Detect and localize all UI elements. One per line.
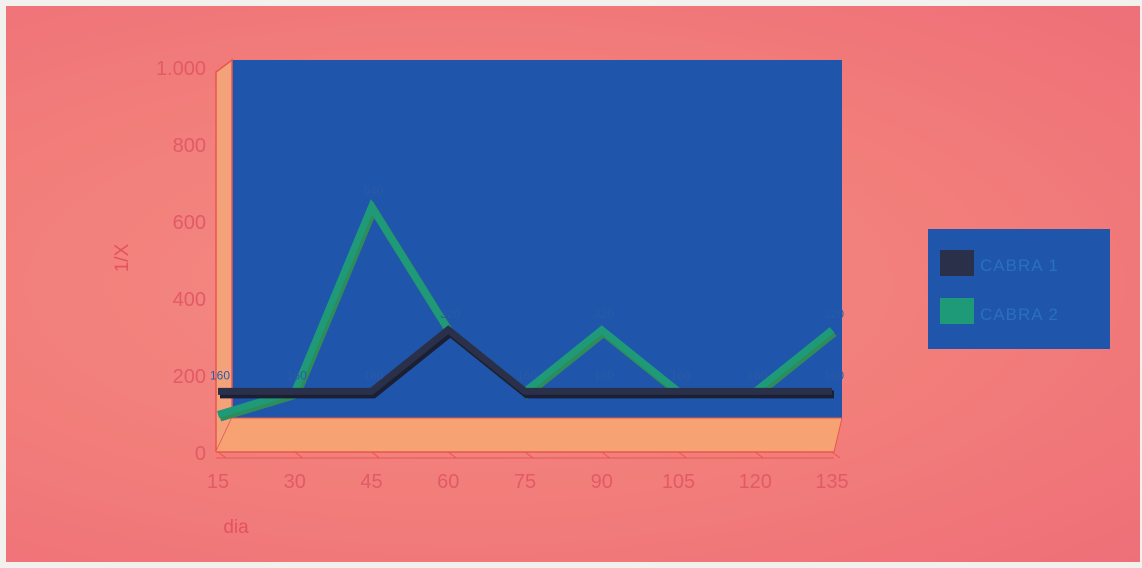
x-axis-label: dia: [223, 517, 249, 538]
x-tick-label: 45: [360, 471, 382, 493]
data-label: 160: [594, 368, 614, 382]
data-label: 640: [363, 184, 383, 198]
data-label: 160: [210, 368, 230, 382]
data-label: 160: [517, 368, 537, 382]
legend-box: [928, 229, 1110, 349]
data-label: 160: [287, 368, 307, 382]
data-label: 160: [824, 368, 844, 382]
x-tick-label: 75: [514, 471, 536, 493]
floor-tick-mark: [678, 451, 687, 459]
plot-floor: [216, 418, 842, 452]
legend-label-cabra-1: CABRA 1: [980, 256, 1059, 275]
legend-label-cabra-2: CABRA 2: [980, 305, 1059, 324]
y-tick-label: 200: [173, 366, 206, 388]
legend-swatch-cabra-1: [940, 250, 974, 276]
y-tick-label: 600: [173, 212, 206, 234]
floor-right-edge: [833, 417, 843, 453]
y-tick-label: 0: [195, 443, 206, 465]
data-label: 320: [440, 307, 460, 321]
data-label: 160: [670, 368, 690, 382]
legend-swatch-cabra-2: [940, 298, 974, 324]
floor-tick-mark: [371, 451, 380, 459]
floor-tick-mark: [754, 451, 764, 459]
x-tick-labels: 15 30 45 60 75 90 105 120 135: [207, 471, 849, 493]
y-tick-label: 800: [173, 135, 206, 157]
x-tick-label: 15: [207, 471, 229, 493]
data-label: 160: [363, 368, 383, 382]
y-tick-labels: 0 200 400 600 800 1.000: [156, 58, 206, 465]
floor-tick-mark: [601, 451, 611, 459]
data-labels: 160 160 160 160 160 160 160 160 640 320 320 320: [210, 184, 844, 383]
floor-tick-mark: [294, 451, 304, 459]
x-tick-label: 30: [284, 471, 306, 493]
x-tick-label: 105: [662, 471, 695, 493]
x-tick-label: 120: [739, 471, 772, 493]
floor-tick-mark: [524, 451, 534, 459]
x-tick-label: 60: [437, 471, 459, 493]
x-tick-label: 135: [815, 471, 848, 493]
y-axis-label: 1/X: [112, 243, 133, 272]
floor-tick-mark: [447, 451, 457, 459]
x-tick-label: 90: [591, 471, 613, 493]
floor-tick-marks: [217, 451, 841, 459]
series-lines: [216, 198, 837, 422]
series-line-cabra-1: [218, 325, 832, 395]
data-label: 320: [594, 307, 614, 321]
plot-back-wall: [232, 60, 842, 418]
floor-tick-mark: [831, 451, 841, 459]
data-label: 320: [824, 307, 844, 321]
legend: CABRA 1 CABRA 2: [928, 229, 1110, 349]
floor-tick-mark: [217, 451, 227, 459]
y-tick-label: 400: [173, 289, 206, 311]
data-label: 160: [747, 368, 767, 382]
y-tick-label: 1.000: [156, 58, 206, 80]
